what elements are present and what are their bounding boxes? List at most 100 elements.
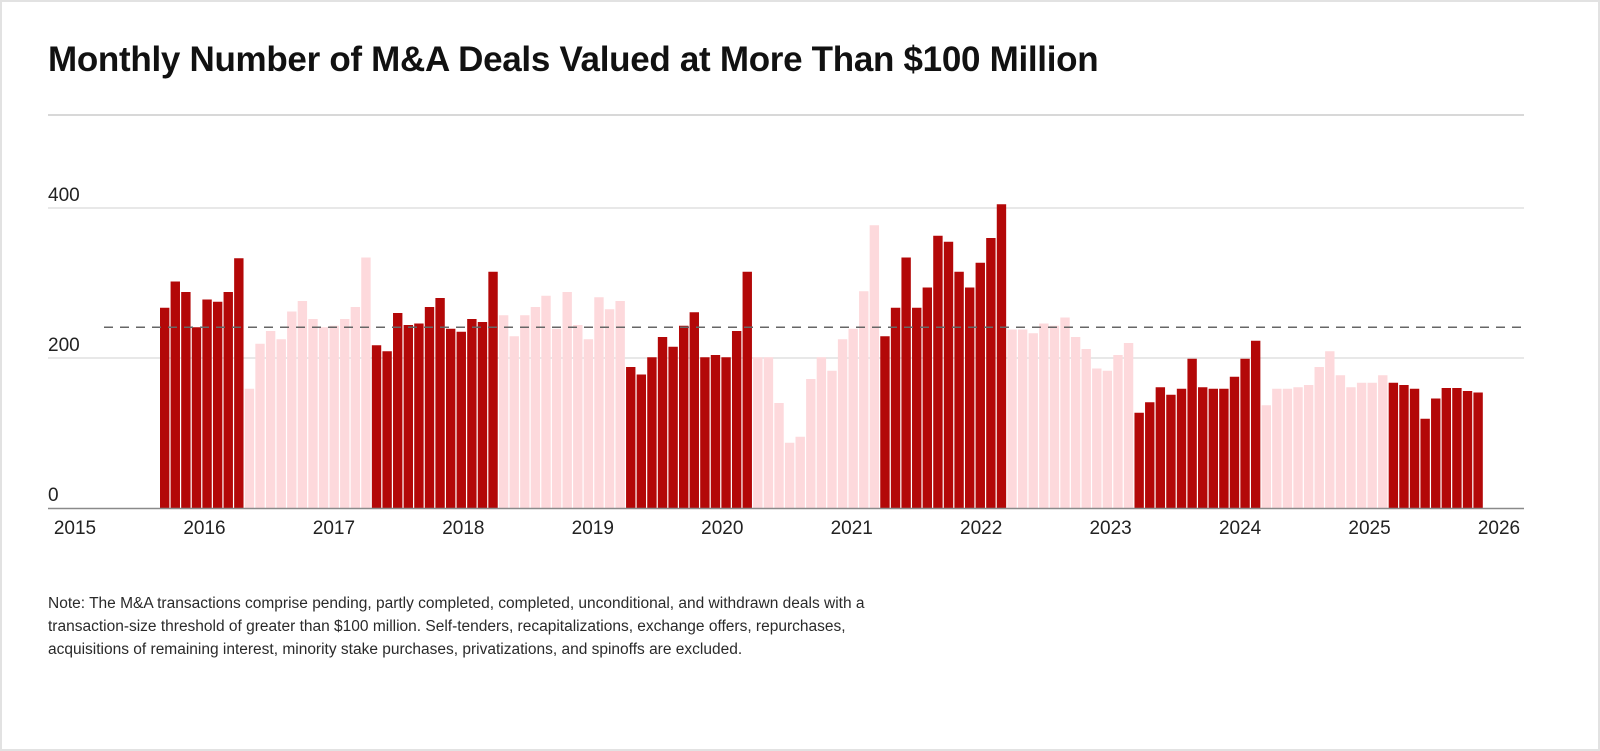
bar (1335, 375, 1346, 508)
bar (1007, 329, 1017, 508)
bar (933, 235, 943, 508)
x-tick-label: 2019 (572, 518, 614, 539)
bar (435, 298, 445, 508)
bar (541, 295, 551, 508)
bar (562, 292, 572, 508)
bar (721, 357, 731, 508)
bar (1441, 388, 1452, 508)
bar (784, 442, 795, 508)
bar (1166, 394, 1176, 508)
bar (160, 307, 170, 508)
bar (986, 238, 996, 508)
y-tick-label: 0 (48, 485, 59, 506)
bar (1378, 375, 1388, 508)
bar (1176, 388, 1187, 508)
bar (1229, 376, 1240, 508)
bar (1145, 402, 1155, 508)
bar (689, 312, 699, 508)
bar (647, 357, 657, 508)
bar (1399, 385, 1409, 508)
bar (297, 301, 308, 508)
bar (964, 287, 975, 508)
chart-title: Monthly Number of M&A Deals Valued at Mo… (48, 40, 1099, 79)
bar (1113, 355, 1123, 508)
bar-chart: 0 200 400 2015 2016 2017 2018 2019 2020 2021 2022… (48, 185, 1524, 539)
bar (1282, 388, 1293, 508)
bar (954, 271, 964, 508)
bar (234, 258, 244, 508)
bar (1028, 333, 1038, 508)
bar (710, 355, 721, 508)
bar (276, 339, 286, 508)
bar (520, 315, 530, 508)
bar (848, 328, 858, 508)
y-tick-label: 200 (48, 335, 80, 356)
bar (1314, 367, 1324, 508)
x-tick-label: 2015 (54, 518, 96, 539)
bar (636, 374, 647, 508)
bar (679, 325, 689, 508)
bar (753, 357, 763, 508)
chart-note: Note: The M&A transactions comprise pend… (48, 595, 865, 658)
bar (806, 379, 816, 508)
bar (340, 319, 350, 508)
bar (414, 323, 424, 508)
bar (509, 336, 519, 508)
bar (912, 307, 922, 508)
bar (551, 328, 562, 508)
bar (212, 301, 223, 508)
bar (1187, 358, 1197, 508)
bar (223, 292, 233, 508)
bar (382, 351, 392, 508)
bar (1367, 382, 1377, 508)
bar (774, 403, 784, 508)
bar (371, 345, 382, 508)
bar (795, 436, 805, 508)
x-tick-label: 2020 (701, 518, 743, 539)
bar (498, 315, 509, 508)
bar (1060, 317, 1070, 508)
y-tick-label: 400 (48, 185, 80, 206)
bar (816, 357, 827, 508)
bar (1219, 388, 1229, 508)
bar (742, 271, 752, 508)
bar (1208, 388, 1218, 508)
bar (583, 339, 594, 508)
bar (1155, 387, 1166, 508)
bar (1462, 391, 1473, 508)
bar (615, 301, 625, 508)
bar (329, 325, 339, 508)
bar (827, 370, 837, 508)
bar (1070, 337, 1081, 508)
bar (1431, 398, 1441, 508)
bar (869, 225, 880, 508)
bar (181, 292, 191, 508)
bar (1081, 349, 1091, 508)
bar (1250, 340, 1261, 508)
bar (763, 357, 774, 508)
x-tick-label: 2022 (960, 518, 1002, 539)
bar (668, 346, 678, 508)
bar (361, 257, 371, 508)
x-tick-label: 2025 (1348, 518, 1390, 539)
bar (657, 337, 668, 508)
bar (456, 331, 466, 508)
bar (922, 287, 933, 508)
title-divider (48, 114, 1524, 116)
bar (1388, 382, 1399, 508)
bar (975, 262, 985, 508)
bar (1473, 392, 1483, 508)
bar (731, 331, 742, 508)
bar (445, 328, 456, 508)
bar (1240, 358, 1250, 508)
bar (255, 343, 265, 508)
bar (837, 339, 848, 508)
x-tick-label: 2018 (442, 518, 484, 539)
bar (996, 204, 1007, 508)
x-tick-label: 2024 (1219, 518, 1262, 539)
bar (604, 309, 615, 508)
bar (1039, 323, 1049, 508)
x-tick-label: 2016 (183, 518, 225, 539)
bar (859, 291, 869, 508)
